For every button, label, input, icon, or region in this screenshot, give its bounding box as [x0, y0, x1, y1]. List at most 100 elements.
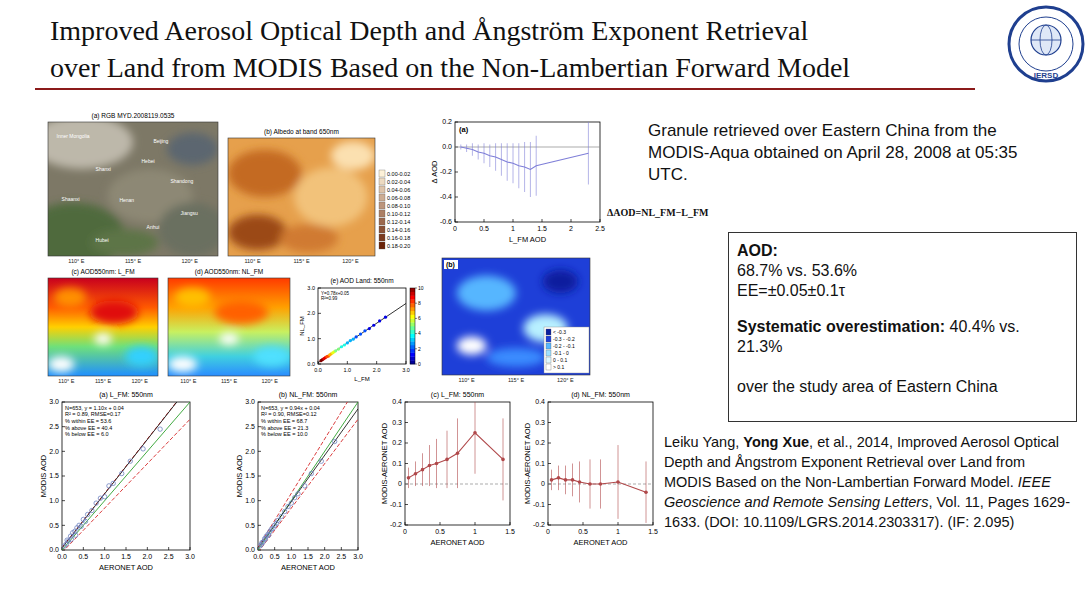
x-tick	[583, 522, 584, 525]
annotation: % below EE = 10.0	[261, 431, 308, 437]
point	[286, 504, 290, 508]
x-tick	[147, 547, 148, 550]
y-tick	[405, 402, 408, 403]
x-tick	[358, 547, 359, 550]
lon-label: 110° E	[180, 378, 196, 384]
chart-title: (a) L_FM: 550nm	[99, 391, 153, 399]
point	[296, 492, 300, 496]
key-swatch	[546, 329, 551, 335]
place-label: Jiangsu	[181, 210, 198, 216]
colorbar-tick	[415, 318, 417, 319]
point	[349, 339, 352, 342]
x-tick-label: 1.5	[505, 528, 515, 535]
colorbar-tick	[415, 288, 417, 289]
citation-author: Yong Xue	[743, 434, 809, 450]
map-texture	[168, 288, 290, 372]
ee-lower	[62, 419, 190, 550]
chart: 0.01.02.03.00.01.02.03.0L_FMNL_FM(e) AOD…	[299, 277, 423, 382]
key-label: 0.06-0.08	[387, 195, 410, 201]
point	[616, 480, 620, 484]
y-tick-label: 0.0	[245, 546, 255, 553]
x-axis-title: AERONET AOD	[430, 538, 485, 547]
plot-area	[258, 402, 358, 550]
place-label: Shanxi	[96, 166, 111, 172]
key-label: 0.08-0.10	[387, 203, 410, 209]
logo-inner	[1019, 17, 1073, 71]
key-label: > 0.1	[553, 364, 564, 370]
point	[564, 478, 568, 482]
y-tick-label: 1.5	[245, 472, 255, 479]
y-tick	[405, 504, 408, 505]
y-tick	[62, 451, 65, 452]
y-tick-label: 0.4	[535, 398, 545, 405]
plot-area	[318, 303, 406, 362]
y-tick	[62, 476, 65, 477]
description: Granule retrieved over Eastern China fro…	[648, 120, 1020, 186]
y-tick-label: -0.2	[440, 168, 452, 175]
lon-label: 120° E	[181, 258, 198, 264]
y-tick-label: -0.4	[440, 193, 452, 200]
stats-row: Systematic overestimation: 40.4% vs. 21.…	[737, 317, 1068, 357]
point	[332, 439, 336, 443]
y-tick-label: -0.1	[533, 501, 545, 508]
point	[337, 347, 340, 350]
point	[260, 540, 264, 544]
map-region	[174, 288, 211, 308]
y-tick	[548, 504, 551, 505]
x-tick	[571, 219, 572, 222]
place-label: Shaanxi	[62, 196, 80, 202]
map-region	[457, 336, 487, 355]
x-tick	[126, 547, 127, 550]
y-tick-label: -0.2	[390, 521, 402, 528]
y-tick-label: 0.5	[49, 522, 59, 529]
x-tick-label: 1.0	[344, 367, 352, 373]
map-panel: (b) Albedo at band 650nm110° E115° E120°…	[228, 128, 410, 264]
map-region	[125, 347, 158, 367]
point	[69, 537, 73, 541]
point	[90, 508, 94, 512]
annotation: N=653, y = 0.94x + 0.04	[261, 405, 320, 411]
point	[378, 319, 381, 322]
point	[571, 478, 575, 482]
colorbar	[410, 288, 415, 364]
y-tick-label: 0	[398, 480, 402, 487]
y-tick	[405, 525, 408, 526]
map-region	[486, 348, 545, 367]
annotation: % within EE = 53.6	[65, 418, 111, 424]
chart-title: (b) NL_FM: 550nm	[279, 391, 338, 399]
x-tick-label: 2.0	[373, 367, 381, 373]
map-region	[294, 168, 368, 227]
y-tick	[258, 500, 261, 501]
place-label: Inner Mongolia	[57, 133, 90, 139]
fit-line	[258, 409, 358, 548]
annotation: % within EE = 68.7	[261, 418, 307, 424]
y-tick	[318, 313, 321, 314]
plot-frame	[405, 402, 510, 525]
x-tick-label: 0.5	[435, 528, 445, 535]
colorbar-label: 10	[418, 285, 424, 291]
map-region	[90, 301, 138, 325]
annotation: N=653, y = 1.10x + 0.04	[65, 405, 124, 411]
map-frame	[442, 258, 590, 375]
x-tick-label: 0	[403, 528, 407, 535]
key-swatch	[379, 186, 385, 193]
x-tick-label: 1.5	[648, 528, 658, 535]
y-tick	[548, 443, 551, 444]
point	[107, 484, 111, 488]
map-texture	[48, 122, 218, 256]
point	[319, 459, 323, 463]
chart: 00.511.522.5-0.6-0.4-0.20.00.2L_FM AODΔ …	[430, 118, 605, 244]
logo-globe	[1031, 25, 1061, 55]
lon-label: 110° E	[68, 258, 84, 264]
citation: Leiku Yang, Yong Xue, et al., 2014, Impr…	[664, 432, 1074, 532]
key-swatch	[379, 242, 385, 249]
ee-lower	[258, 419, 358, 550]
lon-label: 110° E	[58, 378, 74, 384]
x-tick-label: 1	[616, 528, 620, 535]
map-texture	[457, 270, 578, 367]
y-axis-title: MODIS AOD	[39, 454, 48, 497]
y-tick	[62, 525, 65, 526]
lon-label: 115° E	[508, 377, 524, 383]
y-tick	[455, 172, 458, 173]
colorbar-cell	[410, 345, 415, 349]
